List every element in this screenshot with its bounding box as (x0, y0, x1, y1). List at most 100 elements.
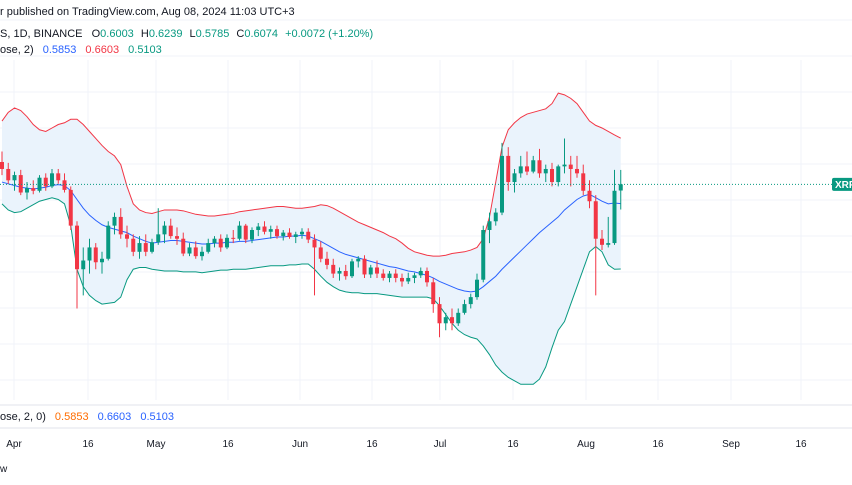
candle-body (168, 225, 173, 237)
candle-body (550, 168, 554, 183)
candle (312, 234, 317, 296)
candle-body (600, 238, 604, 245)
candle (131, 234, 136, 257)
time-axis-label: May (147, 439, 166, 450)
price-tag: XRP (832, 177, 852, 191)
candle-body (231, 237, 236, 239)
candle (337, 267, 342, 281)
candle (562, 138, 567, 174)
candle (137, 236, 142, 259)
bollinger-lower-value: 0.5103 (128, 44, 162, 56)
candle (37, 175, 42, 193)
publisher-text: r published on TradingView.com, Aug 08, … (0, 6, 295, 18)
candle (68, 186, 73, 230)
candle (237, 221, 242, 241)
candle-body (331, 264, 336, 274)
bollinger-legend[interactable]: ose, 2) 0.5853 0.6603 0.5103 (0, 43, 162, 57)
candle-body (512, 173, 517, 183)
candle (162, 221, 167, 244)
lower-legend-value-3: 0.5103 (140, 411, 175, 423)
candle (443, 312, 448, 331)
candle-body (531, 160, 536, 172)
footer-text: w (0, 464, 8, 475)
candle (243, 223, 248, 244)
candle (606, 216, 611, 248)
candle-body (406, 277, 411, 282)
candle (293, 231, 298, 244)
candle (256, 223, 261, 237)
candle (481, 225, 486, 283)
candle (431, 277, 436, 313)
candle-body (150, 242, 154, 252)
candle (300, 228, 304, 239)
candle (525, 151, 529, 176)
candle-body (543, 168, 548, 174)
candle-body (300, 231, 304, 235)
candle (62, 173, 67, 193)
candle-body (387, 273, 392, 278)
candle (437, 297, 442, 338)
candlestick-series (0, 138, 623, 338)
candle-body (256, 226, 261, 230)
candle (50, 168, 54, 189)
candle-body (431, 282, 436, 305)
candle-body (468, 297, 473, 305)
candle-body (393, 273, 398, 278)
candle-body (362, 258, 367, 275)
candle-body (493, 212, 498, 222)
time-axis-label: Jul (434, 439, 447, 450)
candle-body (175, 236, 179, 239)
candle-body (225, 237, 229, 248)
candle (412, 272, 417, 284)
candle-body (250, 230, 254, 240)
high-value: 0.6239 (148, 28, 183, 40)
lower-legend-label: ose, 2, 0) (0, 411, 46, 423)
candle-body (518, 166, 523, 174)
candle (112, 212, 117, 235)
candle (456, 308, 461, 326)
candle-body (425, 270, 429, 283)
candle (25, 182, 29, 200)
open-value: 0.6003 (100, 28, 134, 40)
candle-body (537, 160, 542, 174)
candle-body (156, 234, 161, 243)
candle-body (137, 243, 142, 252)
candle (550, 162, 554, 187)
candle-body (618, 184, 623, 191)
time-axis-label: Apr (6, 439, 22, 450)
candle-body (25, 188, 29, 193)
candle-body (343, 270, 348, 277)
time-axis-label: 16 (795, 439, 807, 450)
candle (406, 272, 411, 285)
candle (225, 234, 229, 250)
candle-body (400, 277, 404, 282)
candle (200, 246, 204, 261)
candle-body (12, 175, 17, 181)
footer-fragment: w (0, 463, 7, 477)
candle-body (381, 273, 386, 278)
candle-body (337, 270, 342, 274)
lower-legend-value-1: 0.5853 (54, 411, 89, 423)
candle-body (50, 173, 54, 187)
candle (418, 267, 423, 278)
candle-body (606, 243, 611, 245)
candle (287, 228, 292, 239)
lower-legend-value-2: 0.6603 (97, 411, 132, 423)
candle (262, 221, 267, 235)
candle-body (293, 234, 298, 237)
candle (331, 258, 336, 278)
candle-body (181, 238, 186, 254)
bollinger-legend-label: ose, 2) (0, 44, 34, 56)
lower-pane-legend[interactable]: ose, 2, 0) 0.5853 0.6603 0.5103 (0, 410, 174, 424)
candle (362, 255, 367, 278)
time-axis-label: 16 (82, 439, 94, 450)
candle-body (356, 258, 361, 262)
candle (318, 241, 323, 263)
time-axis[interactable]: Apr 16 May 16 Jun 16 Jul 16 Aug 16 Sep 16 (6, 439, 807, 450)
candle-body (306, 231, 311, 240)
bollinger-band-lines (1, 92, 621, 385)
candle (506, 147, 511, 191)
candle (487, 212, 492, 244)
candle (275, 225, 279, 239)
